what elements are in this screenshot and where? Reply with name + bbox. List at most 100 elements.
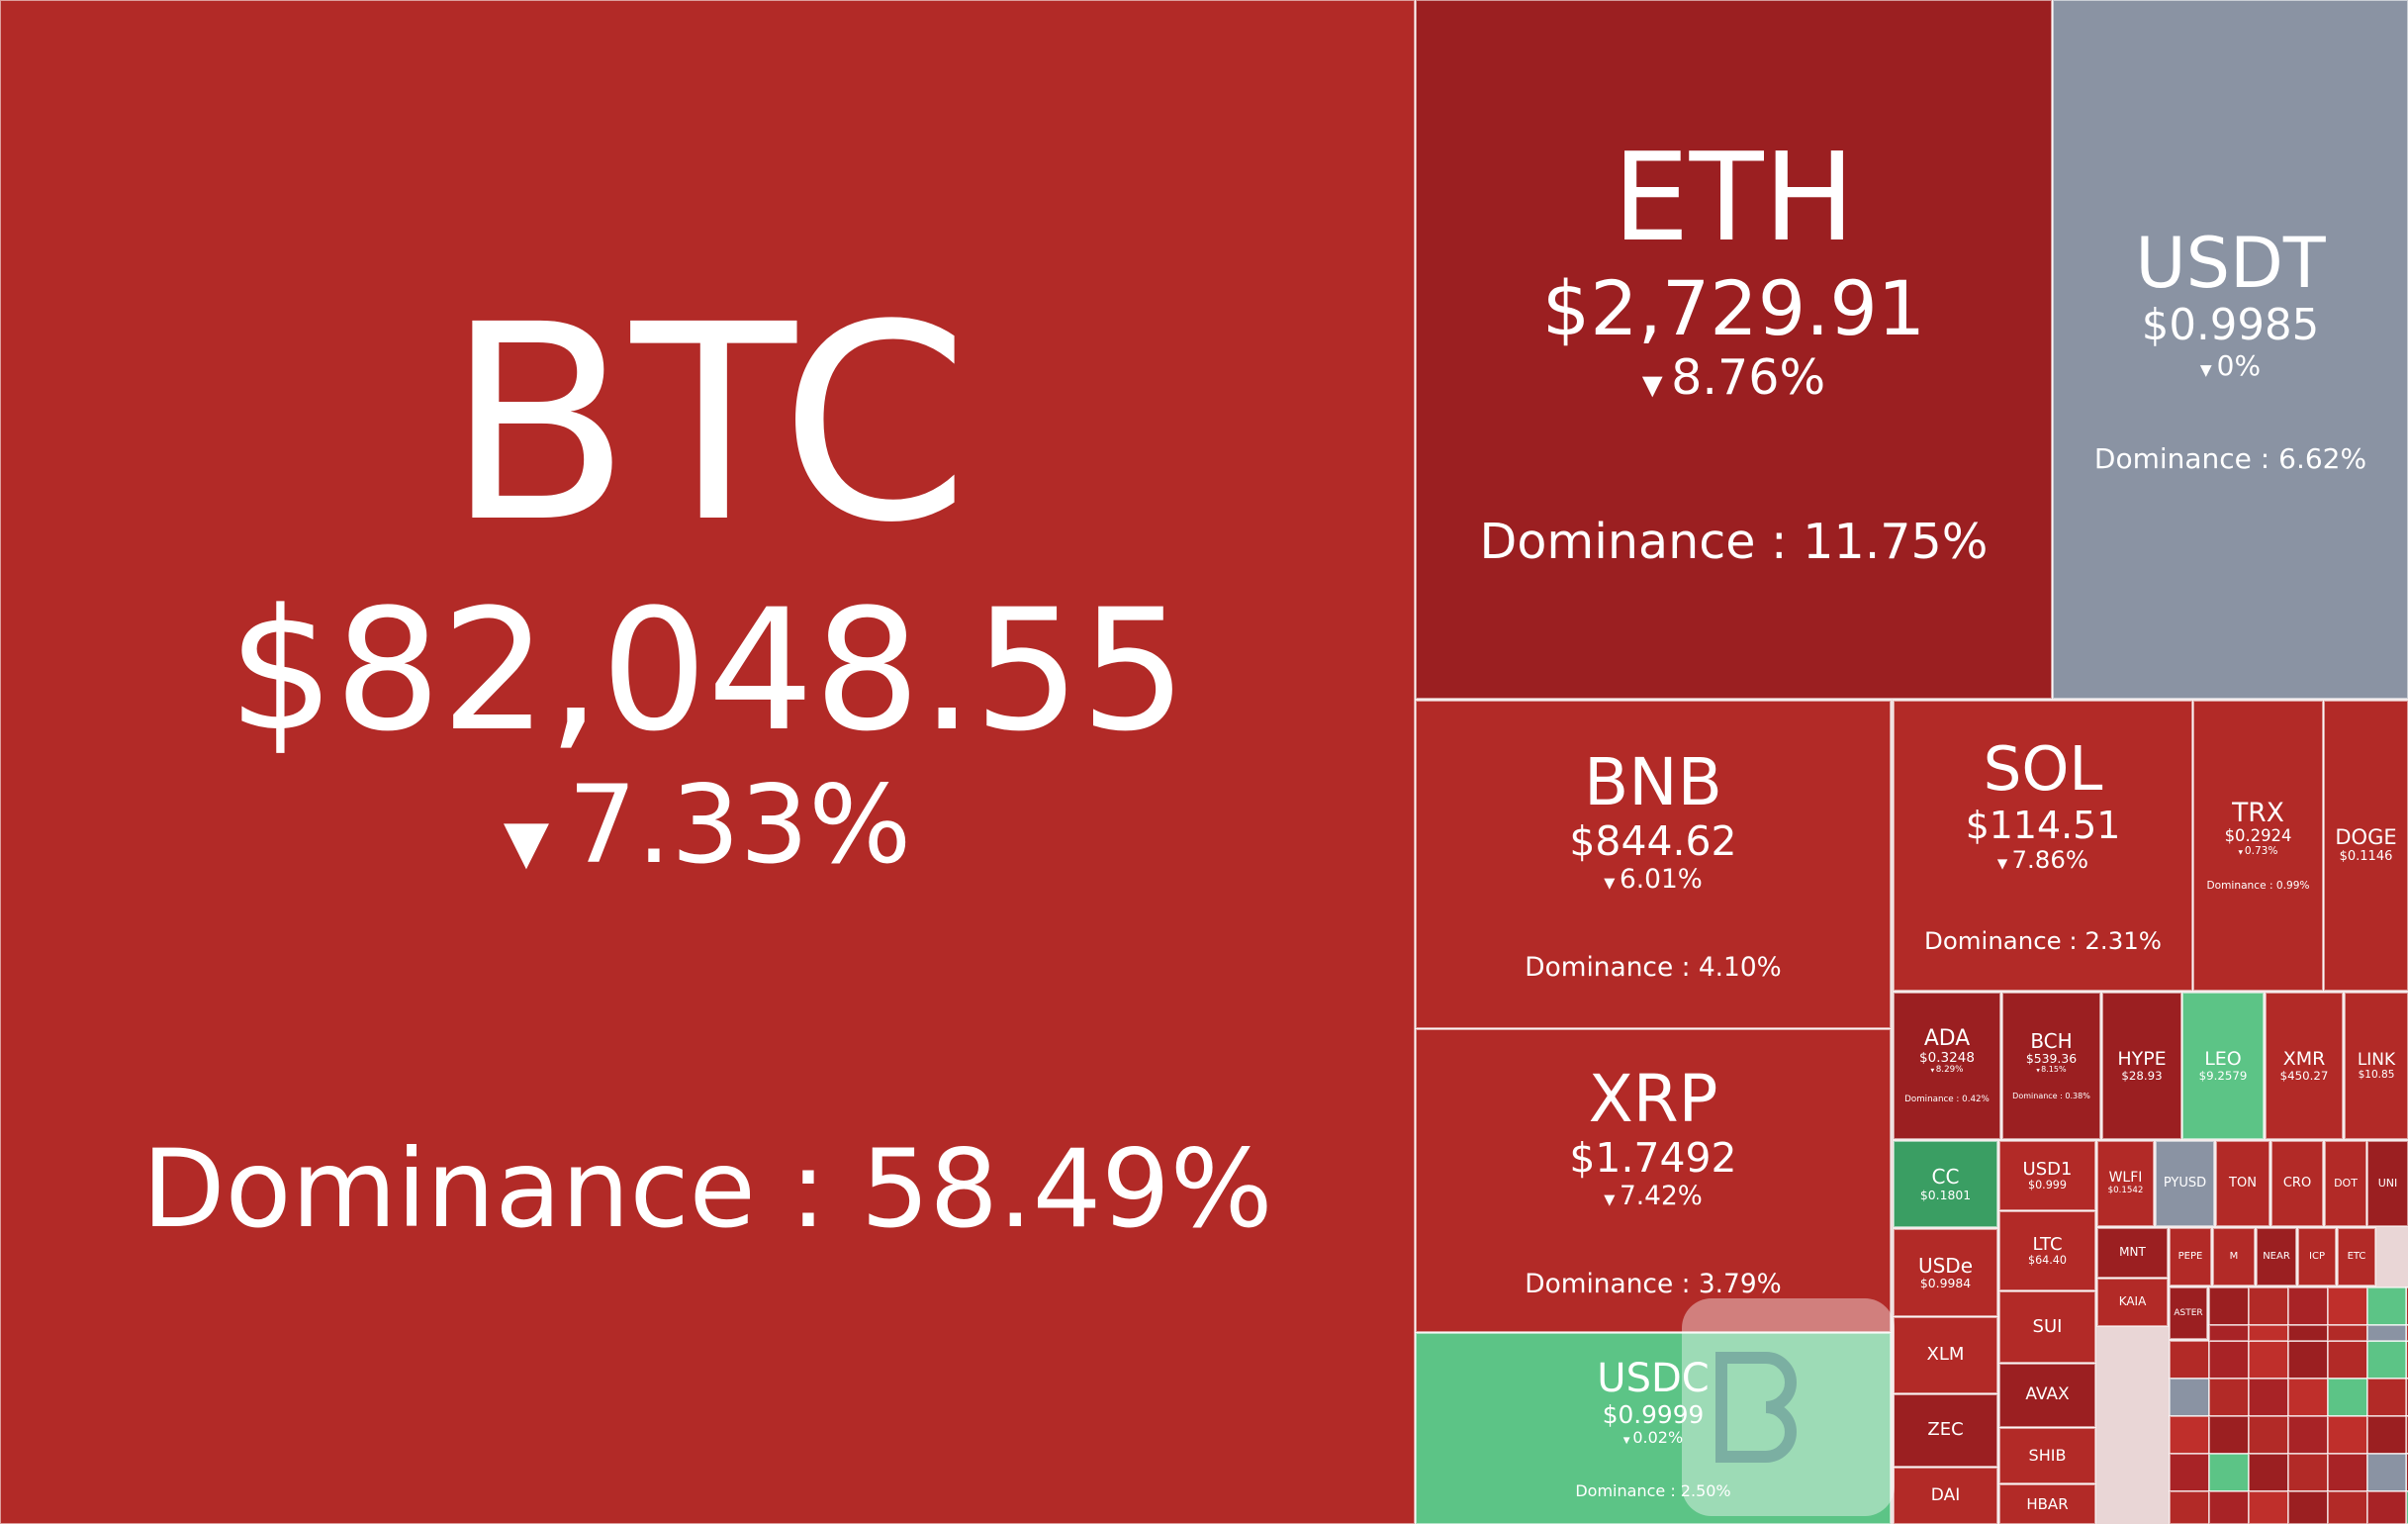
- tile-xlm[interactable]: XLM: [1893, 1316, 1998, 1394]
- tile-price: $0.9984: [1919, 1276, 1972, 1291]
- tile-small[interactable]: [2366, 1453, 2408, 1492]
- tile-small[interactable]: [2208, 1378, 2250, 1417]
- tile-change: ▼ 0.02%: [1623, 1428, 1683, 1447]
- tile-small[interactable]: [2169, 1415, 2210, 1455]
- tile-ton[interactable]: TON: [2215, 1140, 2270, 1227]
- tile-small[interactable]: [2287, 1415, 2329, 1455]
- tile-small[interactable]: [2287, 1324, 2329, 1342]
- tile-small[interactable]: [2287, 1340, 2329, 1380]
- tile-icp[interactable]: ICP: [2297, 1227, 2337, 1286]
- tile-small[interactable]: [2248, 1415, 2289, 1455]
- tile-near[interactable]: NEAR: [2256, 1227, 2297, 1286]
- dominance-value: 0.42%: [1962, 1094, 1990, 1104]
- tile-avax[interactable]: AVAX: [1998, 1363, 2096, 1428]
- tile-small[interactable]: [2169, 1490, 2210, 1524]
- tile-shib[interactable]: SHIB: [1998, 1427, 2096, 1484]
- tile-small[interactable]: [2327, 1415, 2368, 1455]
- triangle-down-icon: ▼: [1996, 857, 2012, 873]
- tile-price: $28.93: [2121, 1069, 2163, 1084]
- tile-zec[interactable]: ZEC: [1893, 1393, 1998, 1468]
- tile-small[interactable]: [2169, 1453, 2210, 1492]
- tile-small[interactable]: [2248, 1340, 2289, 1380]
- tile-xmr[interactable]: XMR $450.27: [2265, 992, 2344, 1140]
- tile-small[interactable]: [2366, 1286, 2408, 1326]
- tile-small[interactable]: [2208, 1340, 2250, 1380]
- tile-change-value: 8.29%: [1935, 1065, 1964, 1076]
- tile-small[interactable]: [2327, 1453, 2368, 1492]
- tile-pyusd[interactable]: PYUSD: [2155, 1140, 2215, 1227]
- tile-link[interactable]: LINK $10.85: [2344, 992, 2408, 1140]
- tile-small[interactable]: [2366, 1415, 2408, 1455]
- tile-small[interactable]: [2248, 1378, 2289, 1417]
- tile-trx[interactable]: TRX $0.2924 ▼ 0.73% Dominance : 0.99%: [2192, 700, 2324, 992]
- tile-small[interactable]: [2208, 1324, 2250, 1342]
- tile-hbar[interactable]: HBAR: [1998, 1483, 2096, 1524]
- tile-ada[interactable]: ADA $0.3248 ▼ 8.29% Dominance : 0.42%: [1893, 992, 2001, 1140]
- tile-symbol: KAIA: [2118, 1294, 2147, 1309]
- tile-symbol: BTC: [445, 268, 970, 583]
- tile-small[interactable]: [2366, 1490, 2408, 1524]
- tile-small[interactable]: [2169, 1378, 2210, 1417]
- tile-hype[interactable]: HYPE $28.93: [2101, 992, 2182, 1140]
- tile-small[interactable]: [2327, 1378, 2368, 1417]
- tile-mnt[interactable]: MNT: [2096, 1227, 2169, 1279]
- tile-small[interactable]: [2248, 1324, 2289, 1342]
- tile-symbol: SHIB: [2028, 1446, 2067, 1466]
- tile-usdt[interactable]: USDT $0.9985 ▼ 0% Dominance : 6.62%: [2052, 0, 2408, 700]
- tile-sui[interactable]: SUI: [1998, 1290, 2096, 1364]
- tile-small[interactable]: [2327, 1286, 2368, 1326]
- tile-small[interactable]: [2366, 1378, 2408, 1417]
- triangle-down-icon: ▼: [2036, 1069, 2042, 1075]
- dominance-value: 0.38%: [2065, 1092, 2090, 1101]
- tile-usde[interactable]: USDe $0.9984: [1893, 1228, 1998, 1317]
- tile-change: ▼ 8.76%: [1642, 350, 1825, 405]
- tile-cc[interactable]: CC $0.1801: [1893, 1140, 1998, 1228]
- tile-m[interactable]: M: [2212, 1227, 2256, 1286]
- tile-xrp[interactable]: XRP $1.7492 ▼ 7.42% Dominance : 3.79%: [1415, 1028, 1892, 1333]
- tile-small[interactable]: [2248, 1286, 2289, 1326]
- tile-bch[interactable]: BCH $539.36 ▼ 8.15% Dominance : 0.38%: [2001, 992, 2101, 1140]
- tile-small[interactable]: [2208, 1286, 2250, 1326]
- tile-usd1[interactable]: USD1 $0.999: [1998, 1140, 2096, 1211]
- tile-btc[interactable]: BTC $82,048.55 ▼ 7.33% Dominance : 58.49%: [0, 0, 1416, 1524]
- tile-small[interactable]: [2366, 1324, 2408, 1342]
- tile-small[interactable]: [2287, 1453, 2329, 1492]
- tile-small[interactable]: [2366, 1340, 2408, 1380]
- tile-small[interactable]: [2208, 1415, 2250, 1455]
- tile-usdc[interactable]: USDC $0.9999 ▼ 0.02% Dominance : 2.50%: [1415, 1332, 1892, 1524]
- tile-small[interactable]: [2327, 1340, 2368, 1380]
- tile-pepe[interactable]: PEPE: [2169, 1227, 2212, 1286]
- tile-dai[interactable]: DAI: [1893, 1467, 1998, 1524]
- tile-cro[interactable]: CRO: [2270, 1140, 2324, 1227]
- tile-small[interactable]: [2287, 1490, 2329, 1524]
- tile-ltc[interactable]: LTC $64.40: [1998, 1210, 2096, 1291]
- tile-dot[interactable]: DOT: [2324, 1140, 2367, 1227]
- tile-small[interactable]: [2248, 1453, 2289, 1492]
- tile-wlfi[interactable]: WLFI $0.1542: [2096, 1140, 2155, 1227]
- tile-aster[interactable]: ASTER: [2169, 1286, 2208, 1340]
- tile-dominance: Dominance : 4.10%: [1525, 953, 1781, 983]
- tile-small[interactable]: [2248, 1490, 2289, 1524]
- tile-kaia[interactable]: KAIA: [2096, 1278, 2169, 1327]
- tile-sol[interactable]: SOL $114.51 ▼ 7.86% Dominance : 2.31%: [1893, 700, 2193, 992]
- tile-small[interactable]: [2327, 1324, 2368, 1342]
- tile-symbol: DAI: [1930, 1484, 1961, 1505]
- tile-small[interactable]: [2208, 1453, 2250, 1492]
- tile-etc[interactable]: ETC: [2337, 1227, 2376, 1286]
- tile-uni[interactable]: UNI: [2366, 1140, 2408, 1227]
- tile-symbol: XRP: [1588, 1060, 1718, 1137]
- tile-small[interactable]: [2208, 1490, 2250, 1524]
- dominance-label: Dominance :: [2093, 442, 2279, 475]
- tile-price: $82,048.55: [228, 572, 1187, 768]
- tile-leo[interactable]: LEO $9.2579: [2181, 992, 2265, 1140]
- tile-doge[interactable]: DOGE $0.1146: [2323, 700, 2408, 992]
- tile-change: ▼ 6.01%: [1604, 865, 1703, 895]
- tile-eth[interactable]: ETH $2,729.91 ▼ 8.76% Dominance : 11.75%: [1415, 0, 2053, 700]
- tile-change: ▼ 7.42%: [1604, 1181, 1703, 1211]
- tile-small[interactable]: [2327, 1490, 2368, 1524]
- tile-small[interactable]: [2287, 1378, 2329, 1417]
- tile-small[interactable]: [2169, 1340, 2210, 1380]
- tile-bnb[interactable]: BNB $844.62 ▼ 6.01% Dominance : 4.10%: [1415, 700, 1892, 1029]
- tile-small[interactable]: [2287, 1286, 2329, 1326]
